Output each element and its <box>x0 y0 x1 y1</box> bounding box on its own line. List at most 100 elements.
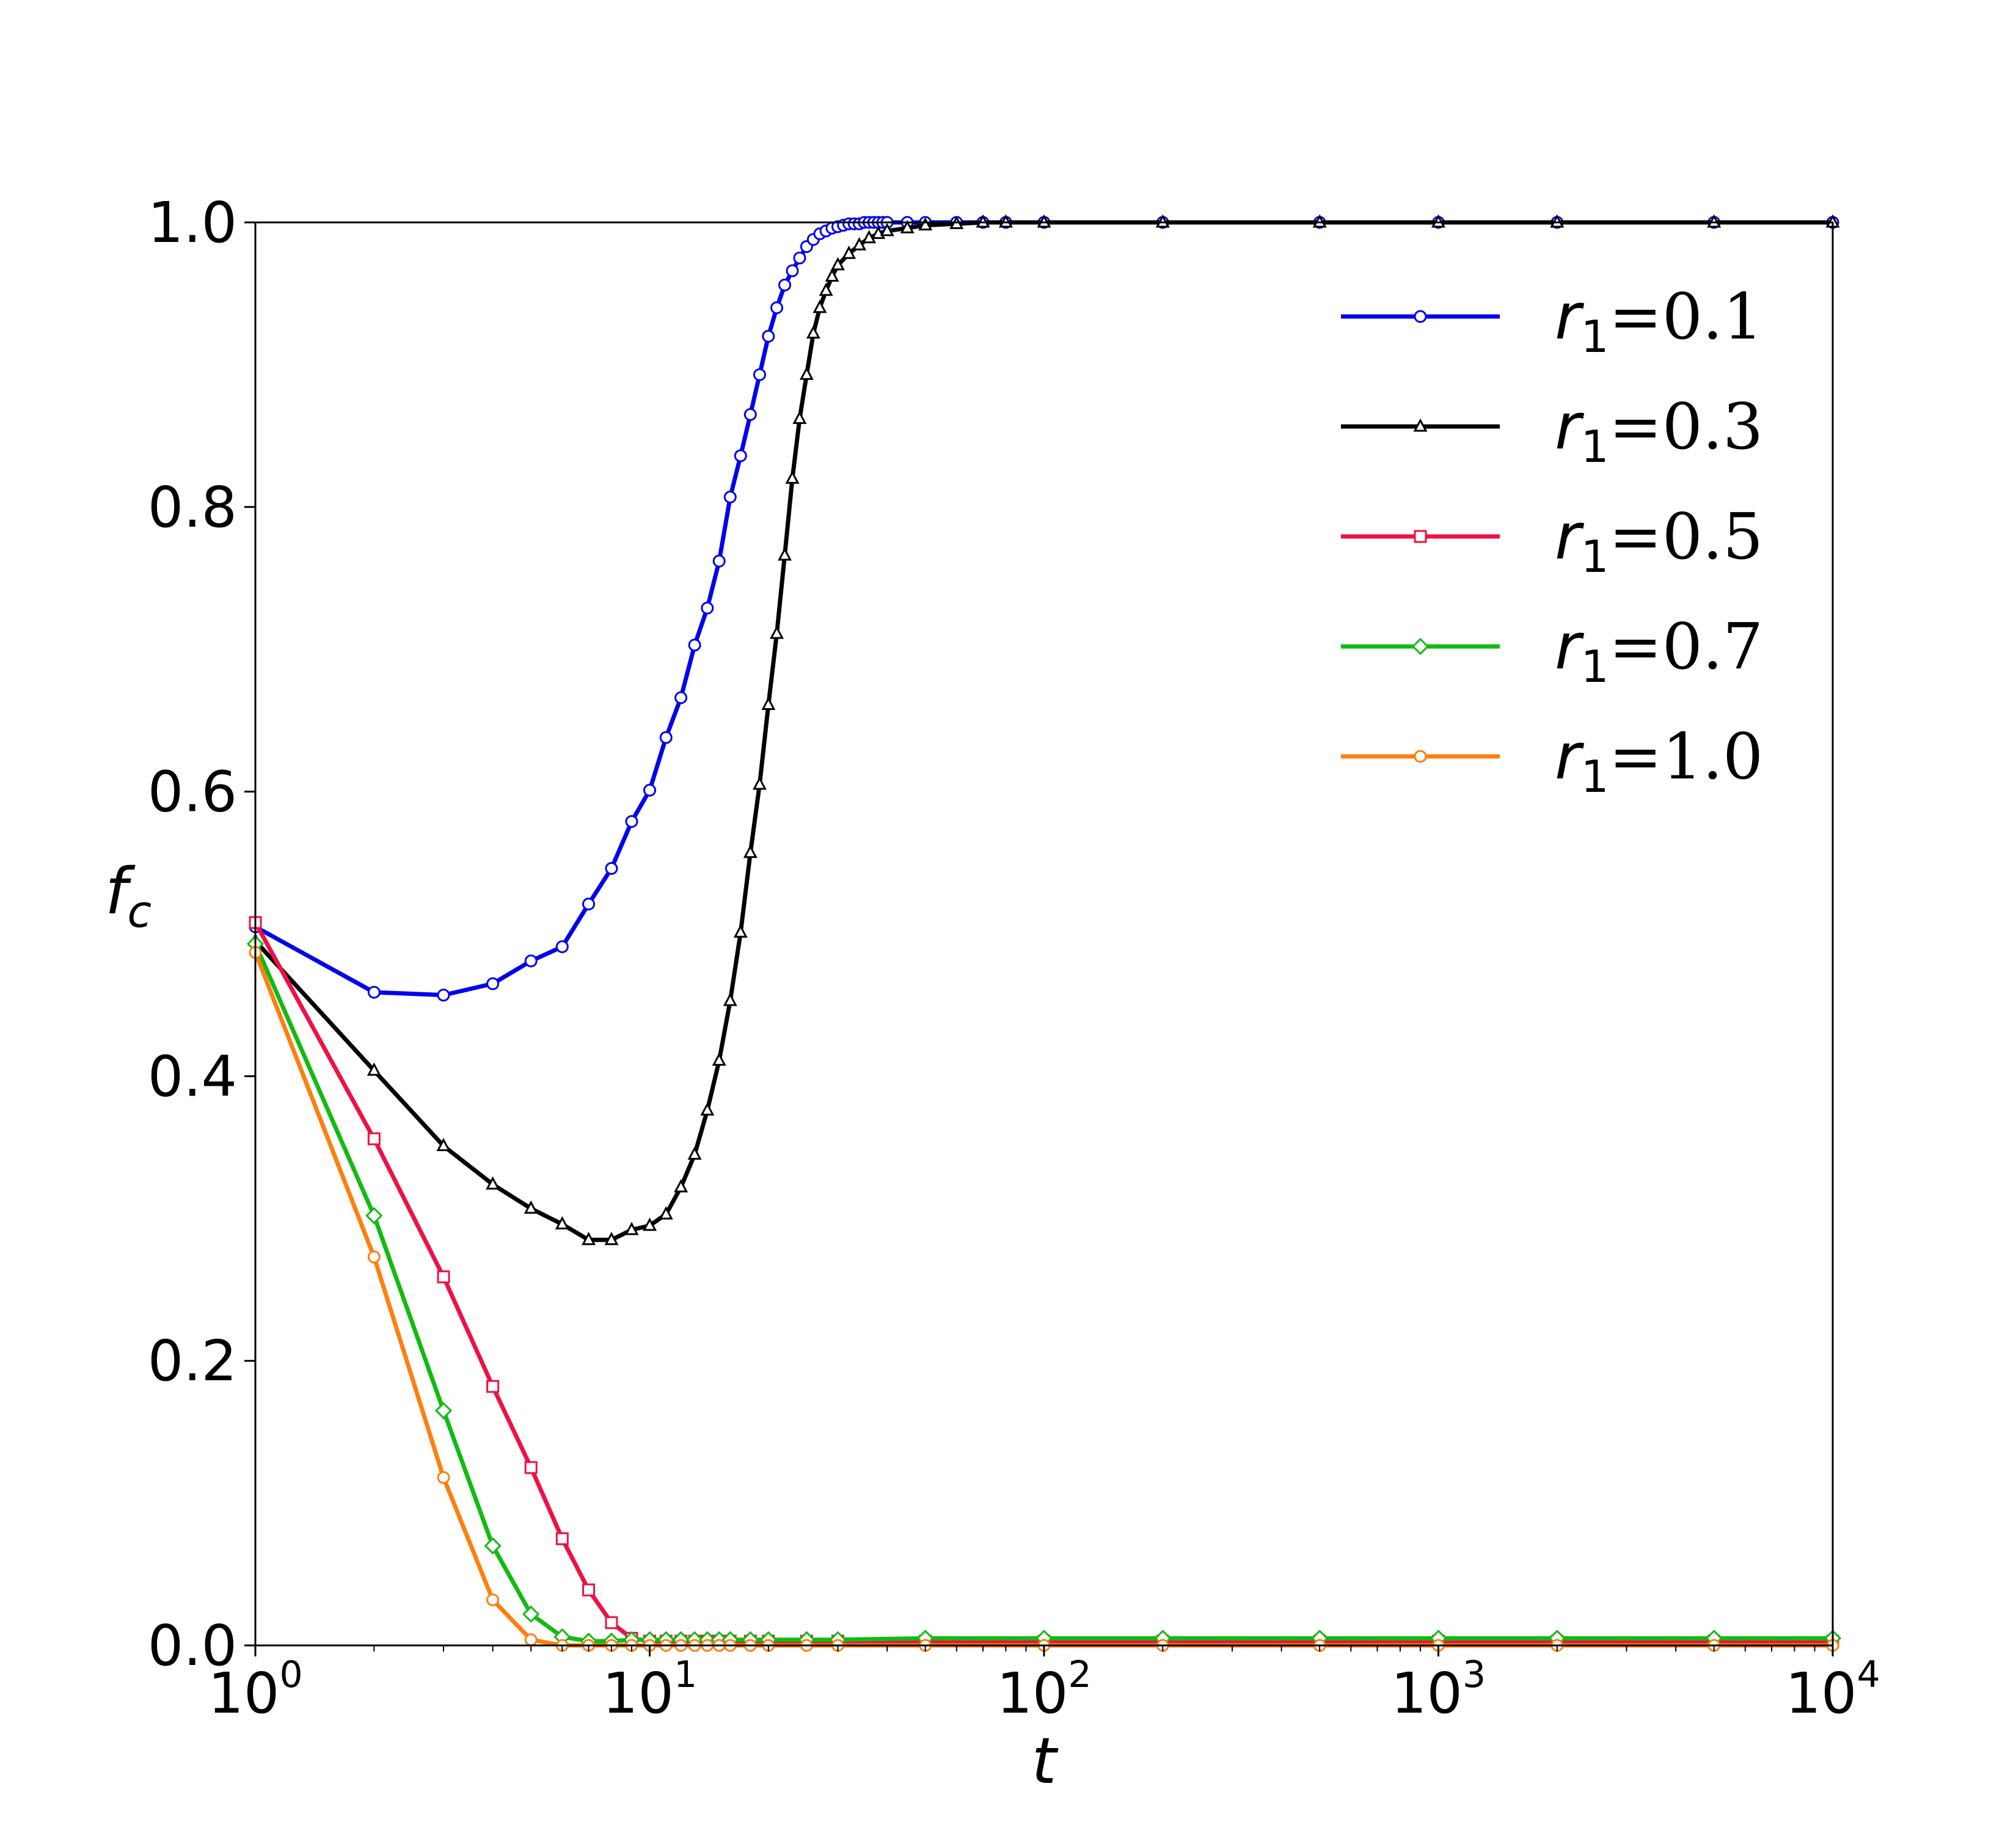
data-point <box>486 1380 500 1393</box>
data-point <box>624 1221 639 1235</box>
data-point <box>778 278 792 291</box>
legend: r1=0.1 r1=0.3 r1=0.5 r1=0.7 r1=1.0 <box>1341 279 1763 802</box>
data-point <box>819 282 833 296</box>
data-point <box>770 625 784 639</box>
data-point <box>437 1270 450 1284</box>
data-point <box>555 940 569 953</box>
data-point <box>700 1102 715 1116</box>
legend-entry: r1=0.1 <box>1341 279 1763 362</box>
ticks-layer <box>244 221 1834 1656</box>
data-point <box>625 815 638 829</box>
data-point <box>770 301 783 315</box>
data-point <box>733 924 748 938</box>
data-point <box>643 783 656 797</box>
data-point <box>555 1216 569 1230</box>
data-point <box>687 1146 702 1160</box>
data-point <box>486 977 500 990</box>
data-point <box>712 554 726 568</box>
data-point <box>605 862 618 875</box>
y-tick-label: 0.6 <box>148 759 237 825</box>
x-axis-label: t <box>1032 1724 1059 1798</box>
legend-label: r1=0.5 <box>1555 499 1763 582</box>
data-point <box>752 776 767 790</box>
y-tick-label: 0.4 <box>148 1044 237 1109</box>
legend-marker <box>1414 310 1427 323</box>
legend-label: r1=0.3 <box>1555 389 1763 472</box>
x-tick-label: 102 <box>996 1653 1091 1726</box>
data-point <box>806 325 820 339</box>
y-tick-label: 0.8 <box>148 475 237 540</box>
data-point <box>743 408 757 421</box>
x-tick-label: 103 <box>1391 1653 1486 1726</box>
data-point <box>786 264 799 277</box>
data-point <box>813 299 827 313</box>
data-point <box>712 1052 726 1066</box>
data-point <box>688 638 701 652</box>
data-point <box>723 992 737 1006</box>
data-point <box>743 844 758 858</box>
legend-marker <box>1414 530 1427 543</box>
data-point <box>522 1605 540 1623</box>
data-point <box>723 490 737 503</box>
data-point <box>880 222 894 236</box>
data-point <box>434 1402 453 1419</box>
data-point <box>674 1179 688 1193</box>
data-point <box>582 1583 596 1597</box>
legend-marker <box>1413 418 1428 432</box>
legend-entry: r1=0.3 <box>1341 389 1763 472</box>
data-point <box>486 1593 500 1606</box>
data-point <box>830 257 845 271</box>
y-tick-label: 0.0 <box>148 1613 237 1678</box>
data-point <box>524 954 538 968</box>
data-point <box>555 1532 569 1545</box>
data-point <box>605 1616 618 1630</box>
data-point <box>842 246 856 259</box>
legend-label: r1=0.7 <box>1555 609 1763 692</box>
data-point <box>792 411 807 424</box>
y-tick-label: 0.2 <box>148 1328 237 1394</box>
data-point <box>437 989 450 1002</box>
x-tick-label: 104 <box>1785 1653 1880 1726</box>
tick-labels-layer: 0.0 0.2 0.4 0.6 0.8 1.0 100 101 102 103 104 <box>148 190 1880 1726</box>
data-point <box>659 1206 673 1220</box>
y-axis-label-subscript: c <box>128 886 152 937</box>
data-point <box>436 1138 451 1152</box>
data-point <box>734 449 747 463</box>
data-point <box>604 1232 619 1245</box>
legend-label: r1=1.0 <box>1555 719 1763 802</box>
legend-marker <box>1411 637 1430 656</box>
series-line <box>254 220 1833 1242</box>
series-line <box>253 921 1833 1644</box>
legend-marker <box>1414 750 1427 763</box>
series-line <box>253 943 1833 1644</box>
data-point <box>761 697 776 711</box>
data-point <box>582 898 596 911</box>
data-point <box>918 217 933 231</box>
legend-entry: r1=1.0 <box>1341 719 1763 802</box>
data-point <box>524 1200 538 1214</box>
legend-label: r1=0.1 <box>1555 279 1763 362</box>
data-point <box>762 329 775 343</box>
y-tick-label: 1.0 <box>148 190 237 255</box>
data-point <box>825 268 839 282</box>
data-point <box>524 1633 538 1647</box>
x-tick-label: 101 <box>602 1653 697 1726</box>
legend-entry: r1=0.5 <box>1341 499 1763 582</box>
data-point <box>785 470 800 484</box>
data-point <box>437 1471 450 1484</box>
data-point <box>524 1461 538 1474</box>
data-point <box>900 220 915 233</box>
series-4 <box>246 935 1842 1650</box>
data-point <box>793 251 806 265</box>
x-tick-label: 100 <box>208 1653 302 1726</box>
data-point <box>367 1062 381 1076</box>
data-point <box>701 601 714 615</box>
data-point <box>582 1232 596 1245</box>
data-point <box>862 230 877 244</box>
legend-entry: r1=0.7 <box>1341 609 1763 692</box>
series-2 <box>248 214 1840 1245</box>
data-point <box>852 237 867 251</box>
data-point <box>367 1132 381 1146</box>
data-point <box>365 1207 383 1224</box>
data-point <box>484 1537 502 1555</box>
